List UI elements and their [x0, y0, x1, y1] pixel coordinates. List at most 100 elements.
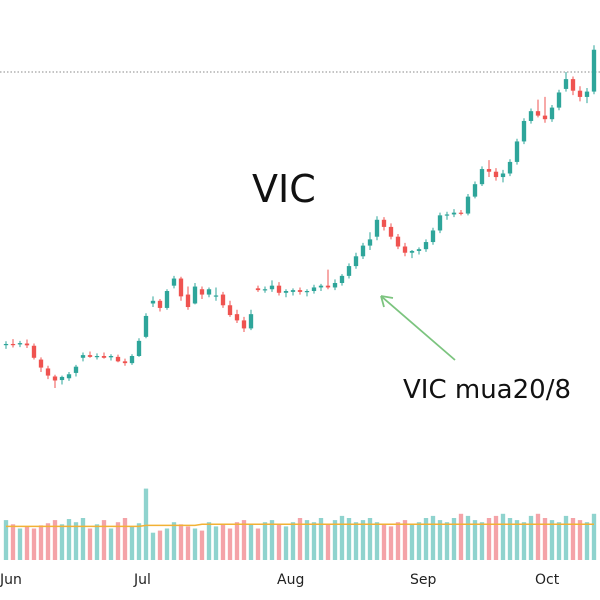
candle-down	[535, 111, 541, 116]
annotation-arrow-head	[380, 295, 394, 308]
candle-up	[262, 289, 268, 291]
volume-bar	[45, 523, 51, 560]
candle-down	[402, 246, 408, 253]
candle-up	[311, 287, 317, 292]
candle-up	[430, 230, 436, 243]
candle-up	[437, 215, 443, 231]
candle-up	[136, 340, 142, 357]
volume-bar	[346, 518, 352, 560]
x-tick-sep: Sep	[410, 572, 437, 588]
annotation-arrow-line	[380, 295, 456, 361]
volume-bar	[367, 518, 373, 560]
candle-up	[269, 285, 275, 290]
volume-bar	[472, 520, 478, 560]
volume-bar	[584, 522, 590, 560]
candle-up	[143, 315, 149, 337]
candle-up	[129, 356, 135, 364]
candle-up	[353, 256, 359, 267]
candle-down	[157, 300, 163, 308]
candle-down	[220, 294, 226, 306]
candle-down	[276, 285, 282, 293]
candle-up	[514, 141, 520, 162]
x-tick-oct: Oct	[535, 572, 560, 588]
candle-up	[444, 214, 450, 216]
candle-up	[500, 173, 506, 178]
volume-bar	[283, 526, 289, 560]
candle-down	[234, 314, 240, 321]
volume-bar	[59, 524, 65, 560]
volume-bar	[248, 524, 254, 560]
volume-bars	[3, 488, 597, 560]
volume-bar	[199, 530, 205, 560]
volume-bar	[178, 524, 184, 560]
volume-bar	[570, 518, 576, 560]
volume-bar	[353, 522, 359, 560]
candle-up	[409, 250, 415, 253]
candle-down	[122, 361, 128, 364]
volume-bar	[528, 515, 534, 560]
candle-up	[59, 376, 65, 381]
volume-bar	[234, 522, 240, 560]
volume-bar	[416, 522, 422, 560]
candle-up	[472, 184, 478, 197]
volume-bar	[73, 522, 79, 560]
candle-up	[563, 79, 569, 89]
volume-bar	[304, 520, 310, 560]
candle-up	[360, 245, 366, 257]
candle-up	[94, 356, 100, 358]
candle-down	[486, 169, 492, 172]
volume-bar	[577, 520, 583, 560]
volume-bar	[423, 518, 429, 560]
x-tick-aug: Aug	[277, 572, 304, 588]
volume-bar	[192, 528, 198, 560]
volume-bar	[395, 522, 401, 560]
volume-bar	[332, 520, 338, 560]
volume-bar	[276, 524, 282, 560]
candle-down	[388, 226, 394, 237]
candle-down	[570, 79, 576, 91]
candle-down	[227, 305, 233, 316]
candle-up	[451, 212, 457, 215]
volume-bar	[3, 520, 9, 560]
volume-bar	[241, 520, 247, 560]
candle-down	[325, 285, 331, 288]
candle-down	[542, 115, 548, 120]
volume-bar	[255, 528, 261, 560]
volume-bar	[451, 518, 457, 560]
volume-bar	[556, 522, 562, 560]
candle-up	[318, 285, 324, 288]
candle-up	[150, 300, 156, 304]
volume-bar	[150, 532, 156, 560]
volume-bar	[437, 520, 443, 560]
candle-down	[101, 356, 107, 358]
candle-down	[45, 368, 51, 376]
candle-up	[80, 355, 86, 358]
volume-moving-average-line	[6, 523, 594, 528]
candle-up	[416, 249, 422, 251]
volume-bar	[17, 528, 23, 560]
volume-bar	[24, 526, 30, 560]
volume-bar	[339, 515, 345, 560]
candle-up	[192, 286, 198, 304]
candle-down	[87, 355, 93, 357]
volume-bar	[325, 524, 331, 560]
volume-bar	[31, 528, 37, 560]
volume-bar	[311, 522, 317, 560]
volume-bar	[87, 528, 93, 560]
candle-down	[24, 343, 30, 346]
candle-up	[549, 107, 555, 120]
volume-bar	[206, 522, 212, 560]
volume-bar	[521, 522, 527, 560]
volume-bar	[10, 524, 16, 560]
candle-up	[66, 374, 72, 379]
volume-bar	[542, 518, 548, 560]
candle-up	[164, 291, 170, 308]
volume-bar	[465, 515, 471, 560]
volume-bar	[171, 522, 177, 560]
candle-down	[31, 345, 37, 358]
candle-up	[507, 161, 513, 174]
volume-bar	[374, 522, 380, 560]
volume-bar	[388, 526, 394, 560]
candle-down	[115, 356, 121, 362]
